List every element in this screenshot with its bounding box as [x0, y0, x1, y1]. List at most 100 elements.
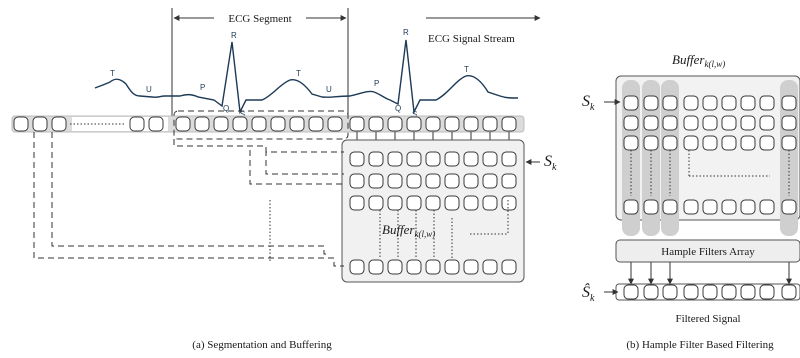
buffer-cell [425, 151, 441, 167]
buffer-cell-b [702, 95, 718, 111]
buffer-cell-b [702, 199, 718, 215]
filtered-cell [740, 284, 756, 300]
buffer-cell [349, 173, 365, 189]
buffer-cell [406, 195, 422, 211]
stream-cell [308, 116, 324, 132]
buffer-cell-b [643, 135, 659, 151]
buffer-cell-b [683, 199, 699, 215]
filtered-signal-label: Filtered Signal [675, 313, 740, 325]
buffer-cell [501, 173, 517, 189]
filtered-cell [702, 284, 718, 300]
stream-cell [482, 116, 498, 132]
stream-cell [251, 116, 267, 132]
buffer-cell [349, 259, 365, 275]
buffer-cell [444, 173, 460, 189]
stream-cell [387, 116, 403, 132]
buffer-cell-b [781, 199, 797, 215]
buffer-cell-b [643, 115, 659, 131]
filtered-cell [662, 284, 678, 300]
stream-cell [463, 116, 479, 132]
buffer-cell [444, 259, 460, 275]
buffer-cell [387, 173, 403, 189]
buffer-cell-b [721, 115, 737, 131]
wave-label-p: P [200, 83, 205, 92]
stream-cell [327, 116, 343, 132]
ecg-waveform [94, 39, 519, 115]
buffer-cell [368, 151, 384, 167]
buffer-cell-b [721, 199, 737, 215]
buffer-cell [444, 195, 460, 211]
buffer-cell [368, 195, 384, 211]
buffer-cell [425, 195, 441, 211]
wave-label-u: U [146, 85, 152, 94]
connector-lines [33, 132, 344, 267]
buffer-cell-b [740, 95, 756, 111]
buffer-cell-b [740, 135, 756, 151]
buffer-cell [501, 151, 517, 167]
filtered-cells [623, 284, 797, 300]
buffer-cell [501, 259, 517, 275]
buffer-cell [387, 259, 403, 275]
stream-cell [148, 116, 164, 132]
buffer-cell-b [623, 115, 639, 131]
buffer-cell [463, 151, 479, 167]
stream-cell [232, 116, 248, 132]
buffer-cells-b [623, 95, 797, 215]
buffer-cells [349, 151, 517, 275]
stream-cell [51, 116, 67, 132]
stream-cell [349, 116, 365, 132]
buffer-cell [501, 195, 517, 211]
filtered-cell [781, 284, 797, 300]
buffer-cell-b [643, 199, 659, 215]
wave-label-q: Q [223, 104, 229, 113]
wave-label-r2: R [403, 28, 409, 37]
buffer-cell [349, 195, 365, 211]
buffer-cell-b [662, 115, 678, 131]
buffer-cell [463, 259, 479, 275]
stream-cell [32, 116, 48, 132]
caption-a: (a) Segmentation and Buffering [192, 339, 332, 351]
buffer-label-a: Bufferk(l,w) [382, 222, 435, 239]
buffer-cell [463, 195, 479, 211]
buffer-cell [406, 259, 422, 275]
buffer-cell-b [721, 95, 737, 111]
stream-cell [501, 116, 517, 132]
sk-label-a: Sk [544, 153, 557, 173]
shat-label: Ŝk [582, 282, 595, 304]
buffer-cell-b [759, 199, 775, 215]
wave-label-p2: P [374, 79, 379, 88]
buffer-cell-b [781, 135, 797, 151]
stream-cell [213, 116, 229, 132]
buffer-cell-b [759, 115, 775, 131]
panel-b: Bufferk(l,w) Sk Hample Filters Array [582, 52, 800, 351]
buffer-cell [425, 259, 441, 275]
wave-label-t3: T [464, 65, 469, 74]
buffer-panel [341, 139, 525, 283]
buffer-symbol-a: Buffer [382, 222, 415, 237]
stream-cell [368, 116, 384, 132]
filtered-cell [683, 284, 699, 300]
stream-cell [444, 116, 460, 132]
filtered-cell [721, 284, 737, 300]
stream-cells [13, 116, 517, 132]
buffer-subscript-a: k(l,w) [415, 229, 436, 239]
stream-label: ECG Signal Stream [428, 33, 515, 45]
stream-cell [406, 116, 422, 132]
wave-label-u2: U [326, 85, 332, 94]
wave-label-s: S [240, 110, 245, 119]
wave-label-q2: Q [395, 104, 401, 113]
buffer-dots [379, 200, 509, 258]
panel-a: ECG Segment ECG Signal Stream T U P R Q … [11, 8, 557, 351]
filter-arrows [628, 262, 792, 285]
buffer-cell [387, 151, 403, 167]
buffer-cell-b [781, 95, 797, 111]
buffer-label-b: Bufferk(l,w) [672, 52, 725, 69]
buffer-cell [482, 173, 498, 189]
stream-cell [13, 116, 29, 132]
buffer-dots-b [630, 150, 790, 196]
wave-labels: T U P R Q S T U P R Q S T [110, 28, 469, 119]
buffer-cell-b [683, 95, 699, 111]
segment-box [173, 110, 349, 140]
buffer-cell [368, 173, 384, 189]
buffer-cell-b [683, 115, 699, 131]
